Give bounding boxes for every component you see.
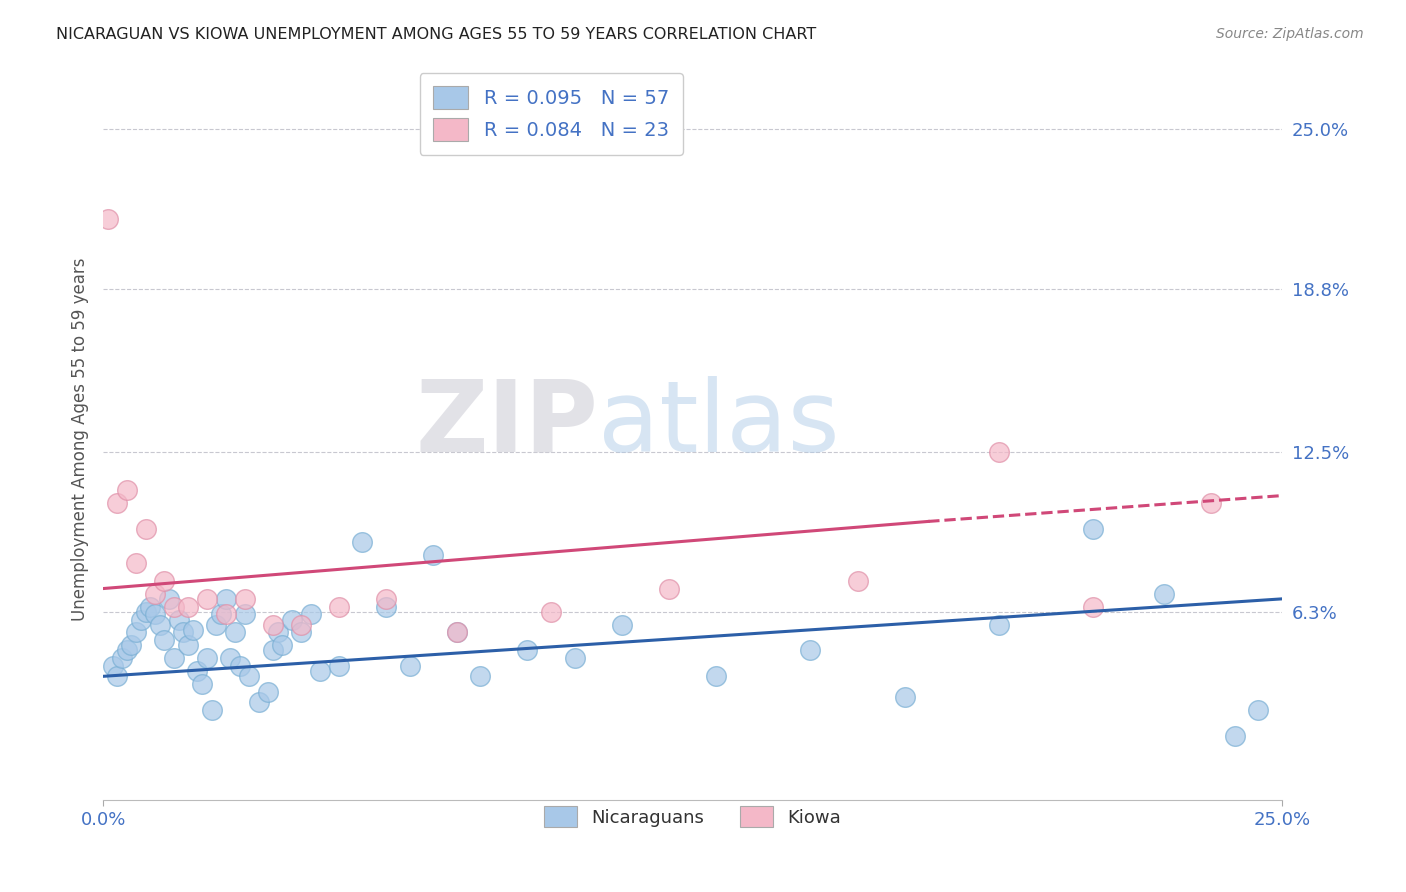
Point bbox=[1083, 522, 1105, 536]
Point bbox=[328, 599, 350, 614]
Point bbox=[290, 625, 312, 640]
Text: Source: ZipAtlas.com: Source: ZipAtlas.com bbox=[1216, 27, 1364, 41]
Point bbox=[215, 607, 238, 622]
Point bbox=[987, 444, 1010, 458]
Point bbox=[219, 651, 242, 665]
Point bbox=[143, 587, 166, 601]
Point bbox=[266, 625, 288, 640]
Point bbox=[115, 483, 138, 498]
Point bbox=[163, 651, 186, 665]
Point bbox=[120, 638, 142, 652]
Point bbox=[153, 633, 176, 648]
Point bbox=[229, 659, 252, 673]
Point bbox=[470, 669, 492, 683]
Point bbox=[200, 703, 222, 717]
Point bbox=[262, 643, 284, 657]
Text: ZIP: ZIP bbox=[415, 376, 598, 473]
Point bbox=[181, 623, 204, 637]
Point bbox=[398, 659, 420, 673]
Point bbox=[157, 591, 180, 606]
Point bbox=[111, 651, 134, 665]
Point bbox=[290, 617, 312, 632]
Point bbox=[422, 548, 444, 562]
Point bbox=[105, 669, 128, 683]
Point bbox=[139, 599, 162, 614]
Point bbox=[257, 685, 280, 699]
Point bbox=[516, 643, 538, 657]
Point bbox=[846, 574, 869, 588]
Point bbox=[352, 535, 374, 549]
Point bbox=[129, 613, 152, 627]
Point bbox=[328, 659, 350, 673]
Point bbox=[280, 613, 302, 627]
Point bbox=[987, 617, 1010, 632]
Point bbox=[125, 556, 148, 570]
Point bbox=[271, 638, 294, 652]
Point bbox=[446, 625, 468, 640]
Point bbox=[564, 651, 586, 665]
Point bbox=[799, 643, 821, 657]
Point bbox=[375, 591, 398, 606]
Point bbox=[704, 669, 727, 683]
Point bbox=[1083, 599, 1105, 614]
Point bbox=[233, 607, 256, 622]
Point bbox=[149, 617, 172, 632]
Text: atlas: atlas bbox=[598, 376, 839, 473]
Point bbox=[1153, 587, 1175, 601]
Point bbox=[1223, 729, 1246, 743]
Point bbox=[105, 496, 128, 510]
Point bbox=[97, 212, 120, 227]
Point bbox=[238, 669, 260, 683]
Point bbox=[135, 522, 157, 536]
Point bbox=[247, 695, 270, 709]
Point bbox=[233, 591, 256, 606]
Point bbox=[658, 582, 681, 596]
Point bbox=[375, 599, 398, 614]
Point bbox=[215, 591, 238, 606]
Point bbox=[143, 607, 166, 622]
Point bbox=[163, 599, 186, 614]
Legend: Nicaraguans, Kiowa: Nicaraguans, Kiowa bbox=[537, 799, 848, 835]
Point bbox=[224, 625, 246, 640]
Point bbox=[309, 664, 332, 678]
Point bbox=[186, 664, 208, 678]
Point bbox=[195, 651, 218, 665]
Point bbox=[262, 617, 284, 632]
Point bbox=[177, 638, 200, 652]
Point bbox=[205, 617, 228, 632]
Point bbox=[125, 625, 148, 640]
Point bbox=[135, 605, 157, 619]
Point bbox=[610, 617, 633, 632]
Point bbox=[209, 607, 232, 622]
Point bbox=[446, 625, 468, 640]
Point bbox=[299, 607, 322, 622]
Point bbox=[177, 599, 200, 614]
Point bbox=[172, 625, 194, 640]
Point bbox=[191, 677, 214, 691]
Point bbox=[1199, 496, 1222, 510]
Point bbox=[893, 690, 915, 704]
Point bbox=[1247, 703, 1270, 717]
Point bbox=[115, 643, 138, 657]
Point bbox=[540, 605, 562, 619]
Point bbox=[167, 613, 190, 627]
Point bbox=[101, 659, 124, 673]
Y-axis label: Unemployment Among Ages 55 to 59 years: Unemployment Among Ages 55 to 59 years bbox=[72, 257, 89, 621]
Point bbox=[153, 574, 176, 588]
Text: NICARAGUAN VS KIOWA UNEMPLOYMENT AMONG AGES 55 TO 59 YEARS CORRELATION CHART: NICARAGUAN VS KIOWA UNEMPLOYMENT AMONG A… bbox=[56, 27, 817, 42]
Point bbox=[195, 591, 218, 606]
